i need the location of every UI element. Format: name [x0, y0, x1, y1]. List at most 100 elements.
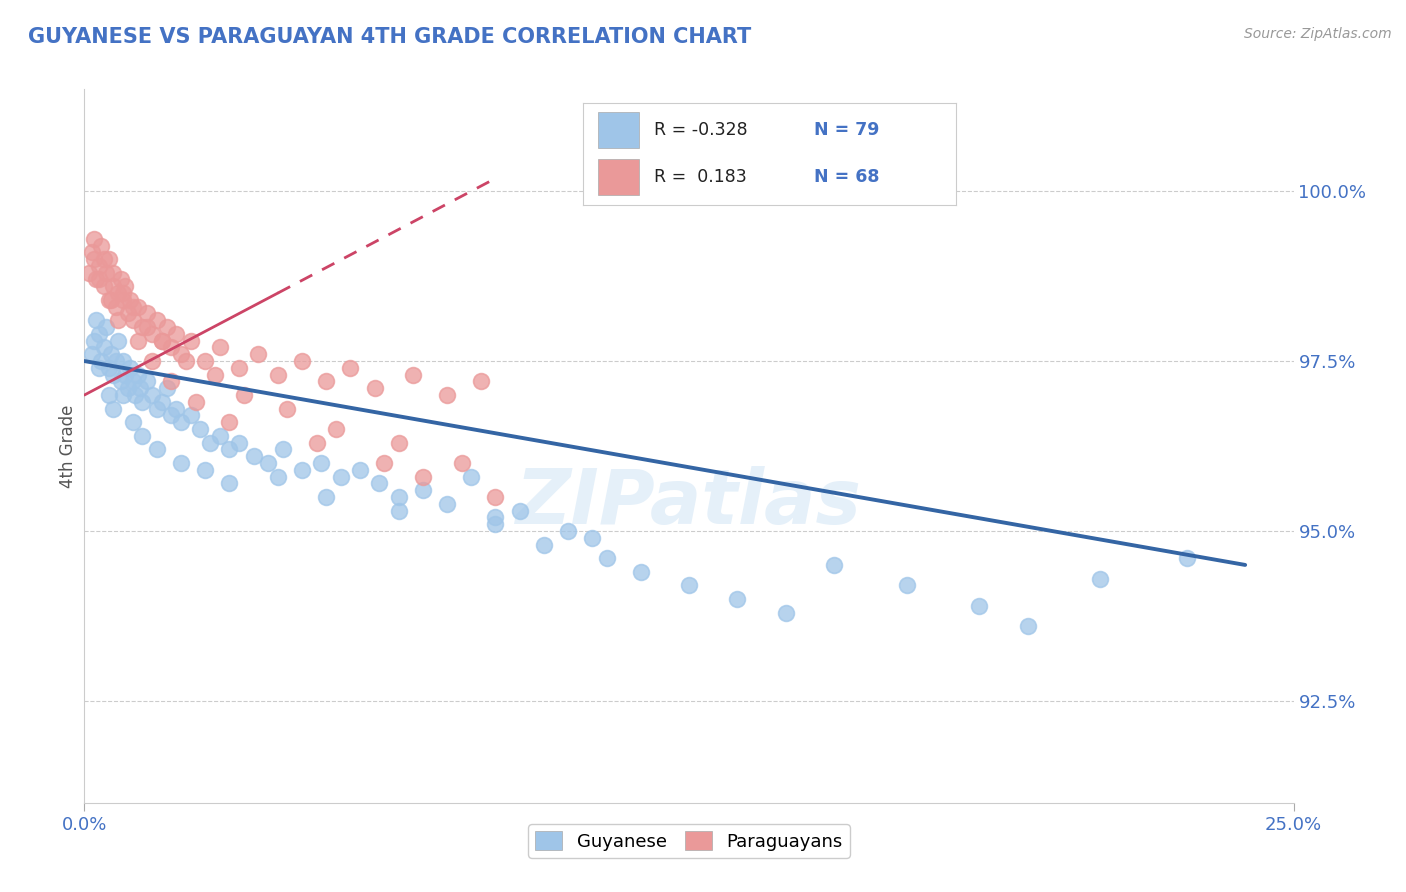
Point — [146, 313, 169, 327]
Point — [83, 252, 105, 266]
Text: R = -0.328: R = -0.328 — [654, 120, 748, 139]
Point — [141, 326, 163, 341]
Point — [194, 354, 217, 368]
Point — [127, 334, 149, 348]
Point — [233, 388, 256, 402]
Point — [184, 394, 207, 409]
Point — [155, 320, 177, 334]
Point — [180, 409, 202, 423]
Point — [170, 456, 193, 470]
Point — [967, 599, 990, 613]
Point — [114, 279, 136, 293]
Point — [1017, 619, 1039, 633]
Point — [557, 524, 579, 538]
Bar — [599, 112, 640, 148]
Point — [87, 360, 110, 375]
Point — [104, 354, 127, 368]
Point — [80, 245, 103, 260]
Point — [112, 354, 135, 368]
Point — [194, 463, 217, 477]
Point — [120, 293, 142, 307]
Point — [131, 429, 153, 443]
Point — [484, 490, 506, 504]
Point — [242, 449, 264, 463]
Point — [402, 368, 425, 382]
Point — [87, 272, 110, 286]
Point — [136, 375, 159, 389]
Point — [100, 293, 122, 307]
Point — [93, 252, 115, 266]
Point — [208, 429, 231, 443]
Point — [170, 415, 193, 429]
Point — [127, 368, 149, 382]
Point — [208, 341, 231, 355]
Point — [107, 313, 129, 327]
Point — [160, 409, 183, 423]
Point — [146, 442, 169, 457]
Point — [267, 469, 290, 483]
Point — [93, 279, 115, 293]
Point — [103, 266, 125, 280]
Point — [124, 388, 146, 402]
Point — [1088, 572, 1111, 586]
Legend: Guyanese, Paraguayans: Guyanese, Paraguayans — [529, 824, 849, 858]
Point — [170, 347, 193, 361]
Point — [97, 252, 120, 266]
Point — [257, 456, 280, 470]
Point — [470, 375, 492, 389]
Point — [315, 375, 337, 389]
Point — [484, 517, 506, 532]
Point — [311, 456, 333, 470]
Point — [110, 375, 132, 389]
Point — [107, 334, 129, 348]
Point — [267, 368, 290, 382]
Point — [218, 415, 240, 429]
Point — [87, 326, 110, 341]
Point — [823, 558, 845, 572]
Point — [121, 415, 143, 429]
Point — [83, 232, 105, 246]
Point — [150, 334, 173, 348]
Point — [112, 388, 135, 402]
Text: N = 79: N = 79 — [814, 120, 880, 139]
Point — [160, 341, 183, 355]
Point — [363, 381, 385, 395]
Point — [120, 360, 142, 375]
Point — [94, 320, 117, 334]
Point — [103, 279, 125, 293]
Point — [412, 469, 434, 483]
Point — [218, 442, 240, 457]
Point — [204, 368, 226, 382]
Point — [97, 293, 120, 307]
Text: GUYANESE VS PARAGUAYAN 4TH GRADE CORRELATION CHART: GUYANESE VS PARAGUAYAN 4TH GRADE CORRELA… — [28, 27, 751, 46]
Point — [136, 306, 159, 320]
Point — [121, 375, 143, 389]
Text: R =  0.183: R = 0.183 — [654, 168, 747, 186]
Point — [388, 435, 411, 450]
Point — [325, 422, 347, 436]
Point — [103, 401, 125, 416]
Point — [388, 503, 411, 517]
Point — [165, 401, 187, 416]
Point — [450, 456, 472, 470]
Point — [86, 313, 108, 327]
Point — [90, 354, 112, 368]
Point — [276, 401, 298, 416]
Point — [112, 286, 135, 301]
Point — [93, 341, 115, 355]
Point — [121, 300, 143, 314]
Point — [155, 381, 177, 395]
Point — [460, 469, 482, 483]
Point — [107, 286, 129, 301]
Point — [388, 490, 411, 504]
Point — [165, 326, 187, 341]
Point — [141, 388, 163, 402]
Text: ZIPatlas: ZIPatlas — [516, 467, 862, 540]
Point — [131, 394, 153, 409]
Point — [190, 422, 212, 436]
Point — [228, 435, 250, 450]
Point — [725, 591, 748, 606]
Point — [180, 334, 202, 348]
Point — [509, 503, 531, 517]
Point — [77, 266, 100, 280]
